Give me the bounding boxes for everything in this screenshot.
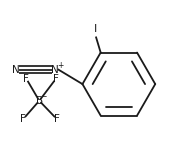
- Text: I: I: [94, 24, 97, 34]
- Text: +: +: [57, 61, 64, 70]
- Text: N: N: [12, 65, 20, 75]
- Text: N: N: [51, 65, 59, 75]
- Text: F: F: [54, 114, 60, 124]
- Text: B: B: [36, 96, 43, 106]
- Text: F: F: [20, 114, 26, 124]
- Text: F: F: [23, 74, 29, 84]
- Text: F: F: [53, 74, 59, 84]
- Text: −: −: [40, 92, 47, 101]
